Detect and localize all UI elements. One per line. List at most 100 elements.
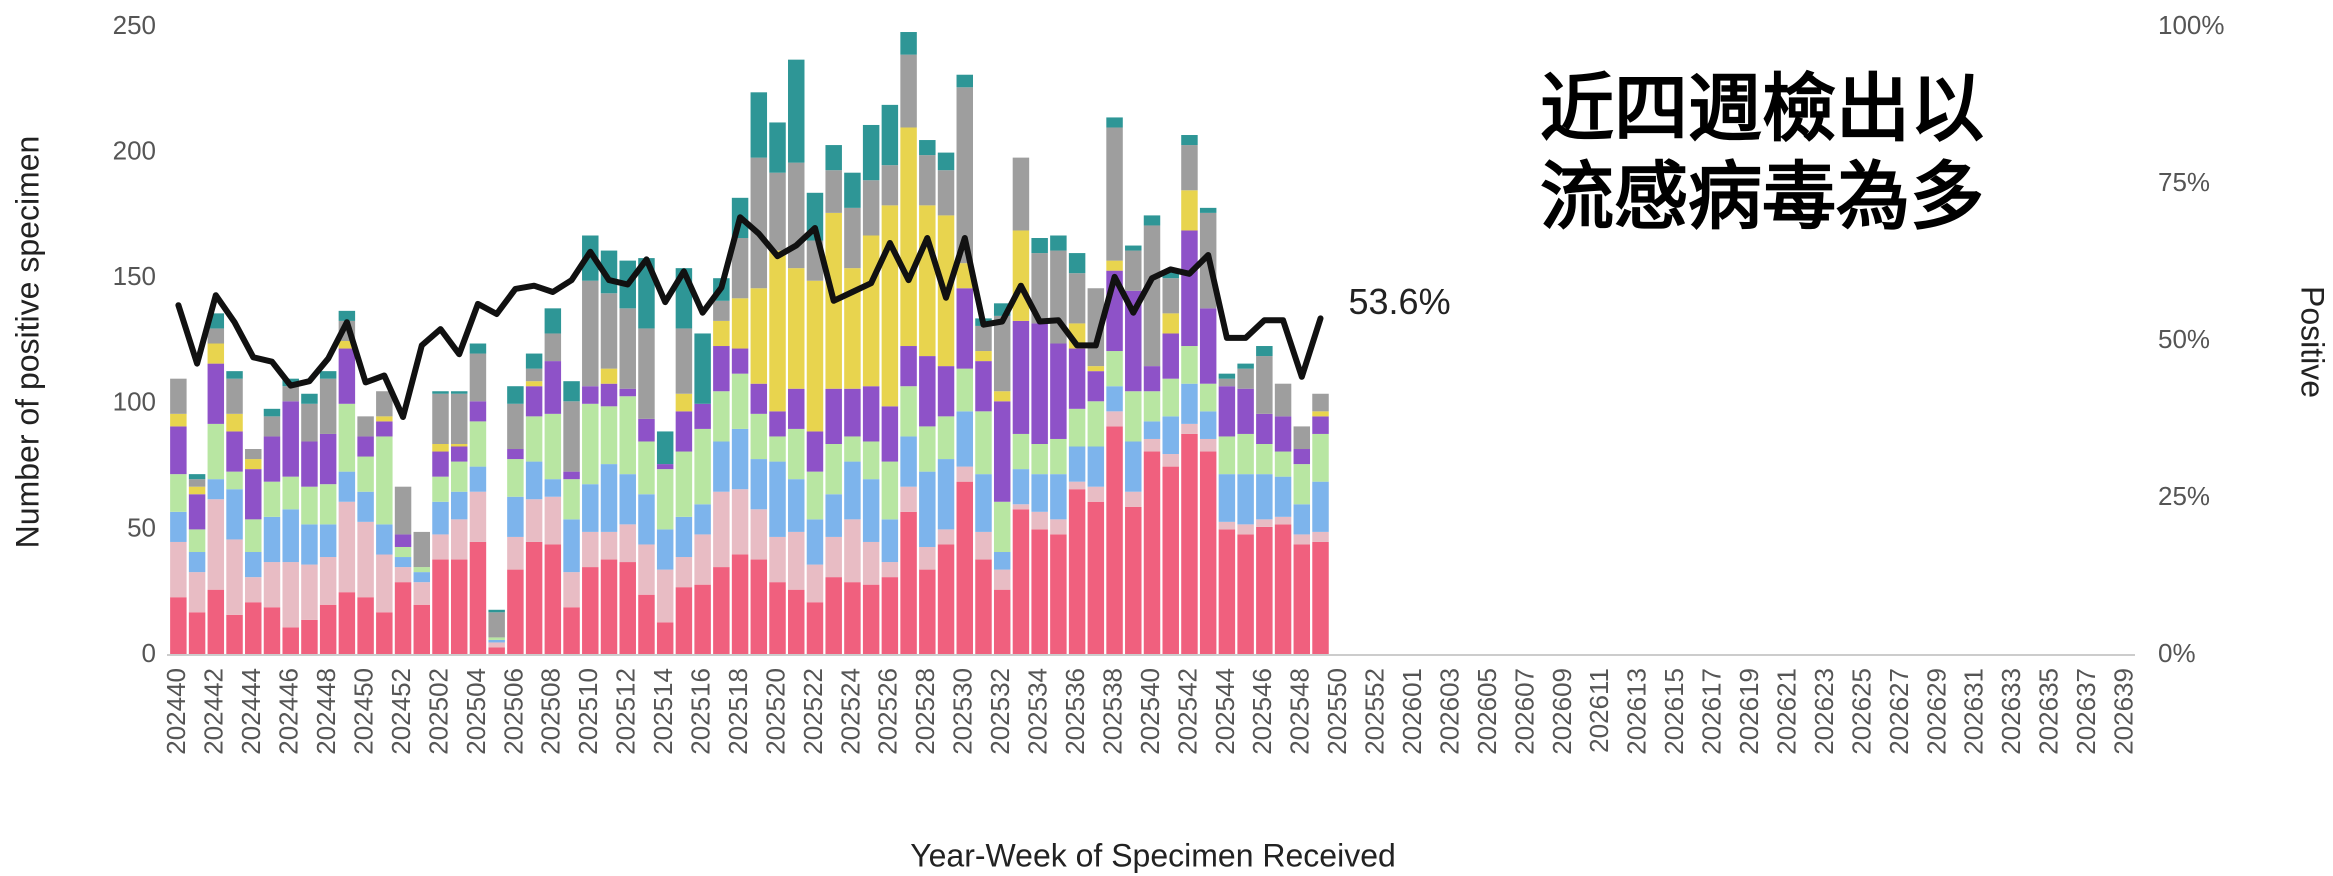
bar-segment — [1312, 433, 1329, 482]
bar-segment — [338, 403, 356, 472]
x-tick-label: 202617 — [1697, 668, 1727, 755]
bar-segment — [937, 366, 955, 417]
bar-segment — [1162, 416, 1179, 455]
bar-segment — [694, 534, 711, 585]
bar-segment — [862, 541, 880, 585]
bar-segment — [1237, 433, 1254, 475]
bar-segment — [544, 413, 562, 480]
bar-segment — [731, 428, 749, 490]
bar-segment — [282, 476, 299, 510]
bar-segment — [301, 619, 318, 655]
bar-segment — [881, 205, 899, 407]
bar-segment — [993, 552, 1011, 570]
bar-segment — [1256, 443, 1273, 475]
x-tick-label: 202625 — [1846, 668, 1876, 755]
y-tick-label: 0 — [142, 638, 156, 668]
bar-segment — [1312, 416, 1329, 434]
bar-segment — [282, 386, 299, 402]
bar-segment — [1218, 378, 1236, 387]
bar-segment — [1087, 486, 1105, 502]
bar-segment — [956, 466, 974, 482]
bar-segment — [956, 411, 974, 467]
x-tick-label: 202611 — [1584, 668, 1614, 753]
bar-segment — [975, 325, 992, 352]
bar-segment — [713, 300, 730, 321]
bar-segment — [825, 577, 842, 655]
bar-segment — [675, 393, 693, 412]
bar-segment — [563, 607, 580, 655]
x-tick-label: 202522 — [798, 668, 828, 755]
bar-segment — [788, 428, 805, 480]
bar-segment — [1181, 423, 1198, 434]
bar-segment — [1012, 433, 1030, 470]
bar-segment — [656, 622, 674, 655]
bar-segment — [376, 436, 393, 525]
bar-segment — [207, 589, 225, 655]
bar-segment — [600, 368, 618, 384]
bar-segment — [544, 333, 562, 362]
bar-segment — [469, 541, 487, 655]
bar-segment — [1068, 348, 1086, 409]
bar-segment — [975, 474, 992, 532]
bar-segment — [1162, 378, 1179, 417]
bar-segment — [900, 386, 917, 437]
x-tick-label: 202637 — [2071, 668, 2101, 755]
bar-segment — [507, 569, 524, 655]
bar-segment — [469, 343, 487, 354]
bar-segment — [469, 466, 487, 492]
bar-segment — [319, 524, 337, 558]
x-tick-label: 202504 — [461, 668, 491, 755]
bar-segment — [1106, 411, 1123, 427]
x-tick-label: 202530 — [948, 668, 978, 755]
bar-segment — [1106, 127, 1123, 261]
bar-segment — [563, 381, 580, 402]
bar-segment — [1199, 207, 1217, 213]
bar-segment — [713, 567, 730, 655]
bar-segment — [1199, 308, 1217, 384]
bar-segment — [319, 378, 337, 434]
bar-segment — [357, 521, 374, 598]
bar-segment — [1274, 416, 1292, 452]
x-tick-label: 202546 — [1247, 668, 1277, 755]
bar-segment — [881, 577, 899, 655]
bar-segment — [769, 582, 786, 655]
bar-segment — [656, 464, 674, 470]
bar-segment — [956, 481, 974, 655]
bar-segment — [263, 416, 281, 437]
bar-segment — [226, 371, 243, 379]
bar-segment — [563, 572, 580, 608]
bar-segment — [170, 413, 187, 427]
bar-segment — [1050, 519, 1067, 535]
bar-segment — [1068, 446, 1086, 482]
bar-segment — [263, 436, 281, 482]
bar-segment — [582, 567, 599, 655]
bar-segment — [282, 401, 299, 477]
bar-segment — [488, 612, 505, 638]
bar-segment — [638, 441, 655, 495]
bar-segment — [1199, 411, 1217, 439]
bar-segment — [263, 562, 281, 608]
bar-segment — [357, 436, 374, 457]
bar-segment — [1012, 320, 1030, 434]
bar-segment — [376, 612, 393, 655]
bar-segment — [525, 386, 543, 417]
x-tick-label: 202512 — [611, 668, 641, 755]
bar-segment — [544, 544, 562, 655]
bar-segment — [844, 268, 861, 389]
bar-segment — [1031, 474, 1048, 512]
y2-tick-label: 75% — [2158, 167, 2210, 197]
x-tick-label: 202444 — [236, 668, 266, 755]
bar-segment — [188, 479, 206, 487]
bar-segment — [507, 386, 524, 404]
bar-segment — [619, 396, 636, 475]
bar-segment — [731, 489, 749, 555]
x-tick-label: 202609 — [1547, 668, 1577, 755]
bar-segment — [1162, 278, 1179, 314]
bar-segment — [862, 479, 880, 542]
bar-segment — [1087, 401, 1105, 447]
bar-segment — [975, 559, 992, 655]
bar-segment — [825, 443, 842, 495]
bar-segment — [862, 386, 880, 442]
y-tick-label: 100 — [113, 387, 156, 417]
